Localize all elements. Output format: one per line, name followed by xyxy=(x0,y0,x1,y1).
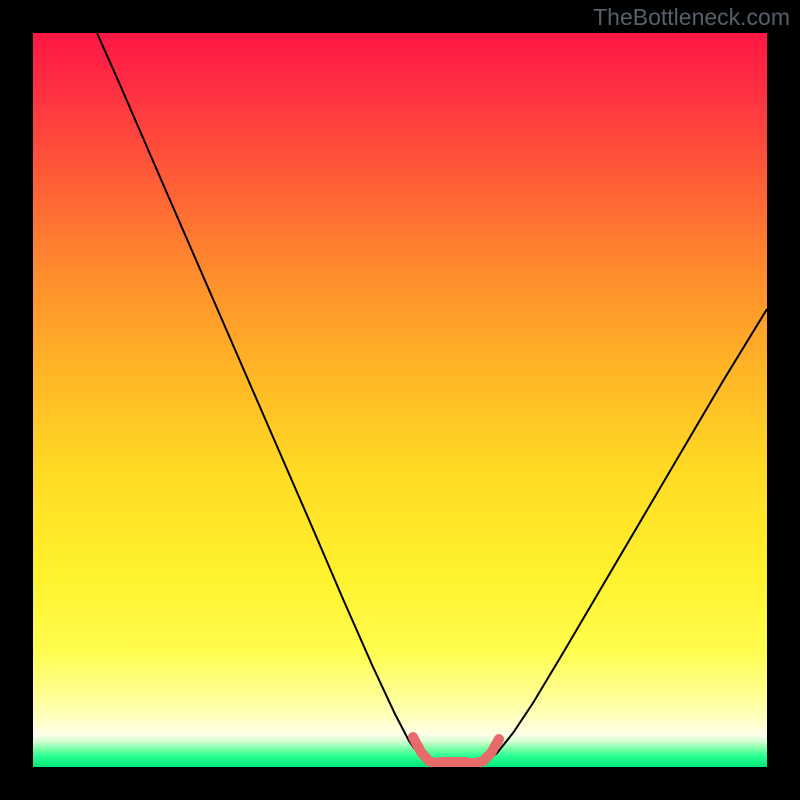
plot-area xyxy=(33,33,767,767)
chart-frame: TheBottleneck.com xyxy=(0,0,800,800)
bottleneck-curve-chart xyxy=(33,33,767,767)
gradient-background xyxy=(33,33,767,767)
watermark-text: TheBottleneck.com xyxy=(593,4,790,31)
